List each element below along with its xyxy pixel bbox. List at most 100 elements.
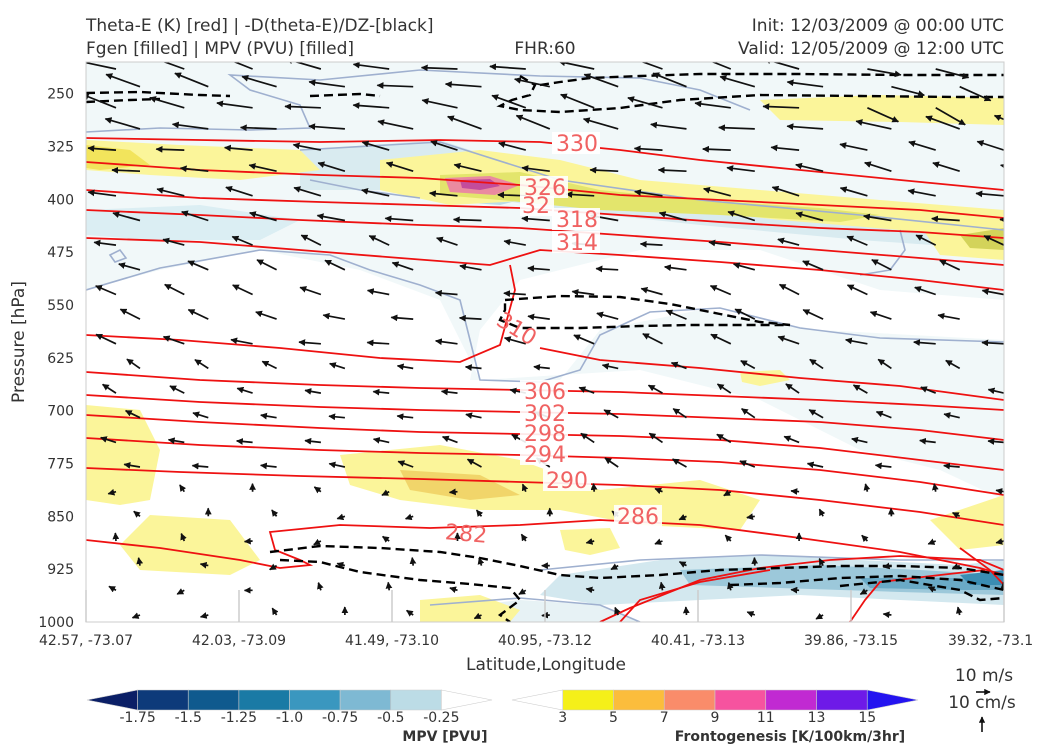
wind-vector	[317, 582, 324, 591]
wind-vector	[231, 235, 253, 246]
wind-vector	[716, 433, 732, 444]
wind-vector	[694, 100, 731, 109]
wind-vector	[87, 189, 117, 197]
wind-vector	[465, 412, 482, 419]
wind-vector	[1013, 363, 1028, 369]
wind-vector	[176, 588, 185, 595]
wind-vector	[983, 235, 1004, 246]
wind-vector	[475, 509, 484, 518]
wind-vector	[678, 513, 687, 521]
wind-vector	[336, 513, 346, 521]
wind-vector	[1012, 465, 1028, 467]
wind-vector	[945, 359, 961, 370]
wind-vector	[230, 337, 253, 345]
wind-vector	[724, 534, 732, 542]
wind-vector	[604, 457, 619, 468]
y-tick-label: 700	[47, 404, 74, 420]
wind-vector	[732, 262, 756, 271]
wind-vector	[224, 144, 253, 152]
wind-vector	[702, 145, 731, 153]
wind-vector	[236, 386, 253, 394]
wind-vector	[162, 335, 185, 345]
wind-vector	[521, 165, 550, 173]
wind-vector	[778, 283, 800, 296]
colorbar-segment	[613, 689, 665, 711]
wind-vector	[777, 237, 800, 246]
wind-vector	[664, 264, 687, 272]
wind-vector	[657, 166, 687, 174]
wind-vector	[533, 363, 550, 371]
wind-vector	[491, 94, 527, 109]
y-tick-label: 550	[47, 298, 74, 314]
wind-vector	[931, 215, 960, 223]
wind-vector	[648, 432, 663, 444]
wind-vector	[955, 606, 963, 616]
y-axis-label: Pressure [hPa]	[9, 281, 29, 403]
wind-vector	[882, 611, 892, 619]
wind-vector	[464, 364, 482, 371]
y-tick-label: 475	[47, 245, 74, 261]
wind-vector	[328, 461, 346, 469]
wind-vector	[521, 483, 529, 493]
wind-vector	[995, 488, 1004, 495]
colorbar-tick-label: -0.25	[423, 710, 459, 726]
x-tick-label: 39.86, -73.15	[804, 633, 898, 649]
wind-vector	[935, 68, 970, 80]
wind-vector	[308, 79, 346, 88]
wind-vector	[216, 100, 253, 109]
wind-vector	[839, 142, 868, 151]
wind-vector	[851, 436, 868, 444]
wind-vector	[907, 188, 936, 197]
wind-vector	[975, 190, 1004, 198]
wind-vector	[518, 588, 527, 596]
wind-vector	[248, 163, 277, 173]
wind-vector	[647, 384, 663, 394]
wind-vector	[440, 388, 458, 396]
wind-vector	[861, 534, 869, 543]
wind-vector	[503, 336, 527, 345]
wind-vector	[164, 283, 185, 296]
wind-vector	[304, 388, 322, 395]
wind-vector	[871, 259, 892, 271]
wind-vector	[420, 64, 458, 72]
wind-vector	[981, 339, 1004, 347]
wind-vector	[384, 215, 414, 223]
wind-vector	[932, 161, 960, 173]
wind-vector	[313, 538, 322, 546]
wind-vector	[642, 333, 663, 345]
wind-vector	[580, 432, 595, 444]
wind-vector	[573, 334, 595, 345]
y-tick-label: 775	[47, 457, 74, 473]
wind-vector	[404, 513, 414, 521]
vector-reference: 10 m/s 10 cm/s	[948, 666, 1016, 732]
mpv-colorbar-title: MPV [PVU]	[402, 729, 487, 745]
colorbar-tick-label: -1.0	[276, 710, 303, 726]
wind-vector	[372, 437, 390, 444]
wind-vector	[589, 166, 619, 174]
wind-vector	[126, 358, 141, 370]
wind-vector	[104, 117, 141, 130]
wind-vector	[763, 62, 800, 70]
wind-vector	[292, 142, 322, 151]
colorbar-tick-label: -0.75	[322, 710, 358, 726]
wind-vector	[981, 288, 1004, 296]
wind-vector	[859, 588, 868, 595]
plot-content	[86, 62, 1028, 622]
colorbar-segment	[289, 689, 341, 711]
header-valid: Valid: 12/05/2009 @ 12:00 UTC	[738, 39, 1004, 59]
wind-vector	[786, 79, 824, 88]
wind-vector	[119, 308, 141, 320]
colorbar-tick-label: 15	[858, 710, 876, 726]
wind-vector	[299, 286, 322, 296]
colorbar-tick-label: -1.25	[221, 710, 257, 726]
x-tick-label: 39.32, -73.1	[948, 633, 1033, 649]
wind-vector	[839, 186, 868, 197]
wind-vector	[809, 358, 824, 370]
frontogenesis-colorbar-title: Frontogenesis [K/100km/3hr]	[675, 729, 905, 745]
wind-vector	[603, 409, 619, 419]
wind-vector	[167, 437, 185, 445]
theta-e-label-282: 282	[444, 520, 488, 549]
stability-contours	[86, 72, 1004, 622]
wind-vector	[187, 260, 209, 271]
wind-vector	[959, 85, 992, 102]
